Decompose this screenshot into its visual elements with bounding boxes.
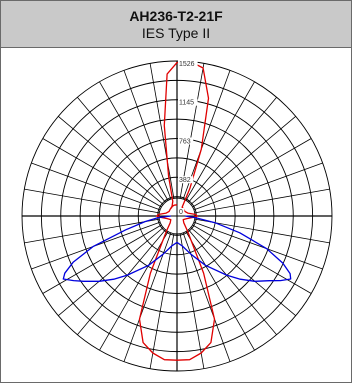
radial-tick-1145: 1145 <box>179 100 194 107</box>
tick-label-bg <box>178 60 198 67</box>
polar-candela-plot: 1526 1145 763 382 0 <box>21 60 333 372</box>
card-header: AH236-T2-21F IES Type II <box>1 1 351 48</box>
radial-tick-0: 0 <box>179 209 183 216</box>
grid-ring-5 <box>79 118 275 314</box>
grid-ring-8 <box>21 60 333 372</box>
grid-ring-4 <box>99 138 255 294</box>
product-title: AH236-T2-21F <box>129 8 223 24</box>
tick-label-bg <box>178 98 198 106</box>
grid-ring-2 <box>137 176 217 256</box>
polar-grid-rings <box>21 60 333 372</box>
tick-label-bg <box>178 176 194 184</box>
radial-tick-labels: 1526 1145 763 382 0 <box>178 60 198 216</box>
distribution-type: IES Type II <box>141 25 211 41</box>
tick-label-bg <box>178 137 194 145</box>
radial-tick-1526: 1526 <box>179 61 195 68</box>
radial-tick-763: 763 <box>179 139 191 146</box>
grid-ring-6 <box>60 99 294 333</box>
radial-tick-382: 382 <box>179 177 191 184</box>
grid-ring-7 <box>40 79 314 353</box>
horizontal-plane-curve <box>62 215 292 282</box>
tick-label-bg <box>178 208 185 215</box>
candela-curves <box>62 60 292 361</box>
grid-ring-3 <box>118 157 236 275</box>
